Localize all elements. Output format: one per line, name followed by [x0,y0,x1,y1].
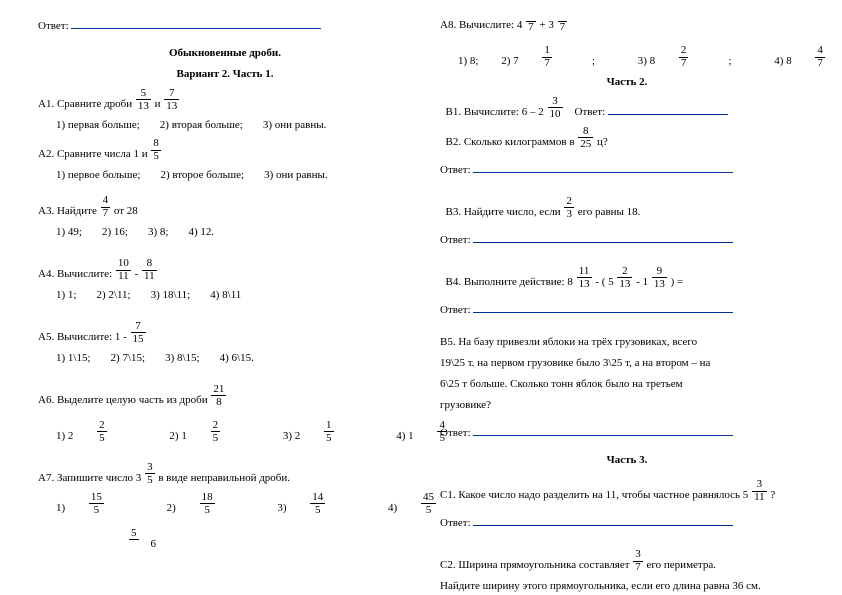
ans-b2: Ответ: [440,164,471,176]
answer-blank-b1[interactable] [608,104,728,115]
q-a7-extra: 5 6 [38,528,412,552]
q-a4: А4. Вычислите: 1011 - 811 [38,258,412,282]
q-b5-l2: 19\25 т. на первом грузовике было 3\25 т… [440,356,814,371]
opts-a4: 1) 1;2) 2\11;3) 18\11;4) 8\11 [38,288,412,303]
q-a6: А6. Выделите целую часть из дроби 218 [38,384,412,408]
answer-blank-b3[interactable] [473,232,733,243]
q-c2-l1: С2. Ширина прямоугольника составляет 37 … [440,549,814,573]
part2-title: Часть 2. [440,75,814,90]
q-a5: А5. Вычислите: 1 - 715 [38,321,412,345]
part3-title: Часть 3. [440,453,814,468]
q-a2: А2. Сравните числа 1 и 85 [38,138,412,162]
ans-b3: Ответ: [440,234,471,246]
q-b5-l3: 6\25 т больше. Сколько тонн яблок было н… [440,377,814,392]
opts-a1: 1) первая больше;2) вторая больше;3) они… [38,118,412,133]
opts-a8: 1) 8; 2) 7 17; 3) 8 27; 4) 8 47 [440,45,814,69]
q-b1: В1. Вычислите: 6 – 2 310 Ответ: [440,96,814,120]
variant-title: Вариант 2. Часть 1. [38,67,412,82]
answer-blank[interactable] [71,18,321,29]
ans-b5: Ответ: [440,427,471,439]
q-a7: А7. Запишите число 3 35 в виде неправиль… [38,462,412,486]
ans-b4: Ответ: [440,304,471,316]
q-b5-l4: грузовике? [440,398,814,413]
answer-blank-b4[interactable] [473,302,733,313]
q-b3: В3. Найдите число, если 23 его равны 18. [440,196,814,220]
q-b2: В2. Сколько килограммов в 825 ц? [440,126,814,150]
answer-blank-b5[interactable] [473,425,733,436]
answer-blank-b2[interactable] [473,162,733,173]
opts-a3: 1) 49;2) 16;3) 8;4) 12. [38,225,412,240]
q-a8: А8. Вычислите: 4 7 + 3 7 [440,18,814,33]
opts-a7: 1) 155 2) 185 3) 145 4) 455 [38,492,412,516]
q-b4: В4. Выполните действие: 8 1113 - ( 5 213… [440,266,814,290]
answer-blank-c1[interactable] [473,515,733,526]
q-a3: А3. Найдите 47 от 28 [38,195,412,219]
opts-a5: 1) 1\15;2) 7\15;3) 8\15;4) 6\15. [38,351,412,366]
q-b5-l1: В5. На базу привезли яблоки на трёх груз… [440,335,814,350]
answer-label: Ответ: [38,20,69,32]
title: Обыкновенные дроби. [38,46,412,61]
opts-a2: 1) первое больше;2) второе больше;3) они… [38,168,412,183]
q-c2-l2: Найдите ширину этого прямоугольника, есл… [440,579,814,594]
q-c1: С1. Какое число надо разделить на 11, чт… [440,479,814,503]
q-a1: А1. Сравните дроби 513 и 713 [38,88,412,112]
opts-a6: 1) 2 25 2) 1 25 3) 2 15 4) 1 45 [38,420,412,444]
ans-c1: Ответ: [440,517,471,529]
